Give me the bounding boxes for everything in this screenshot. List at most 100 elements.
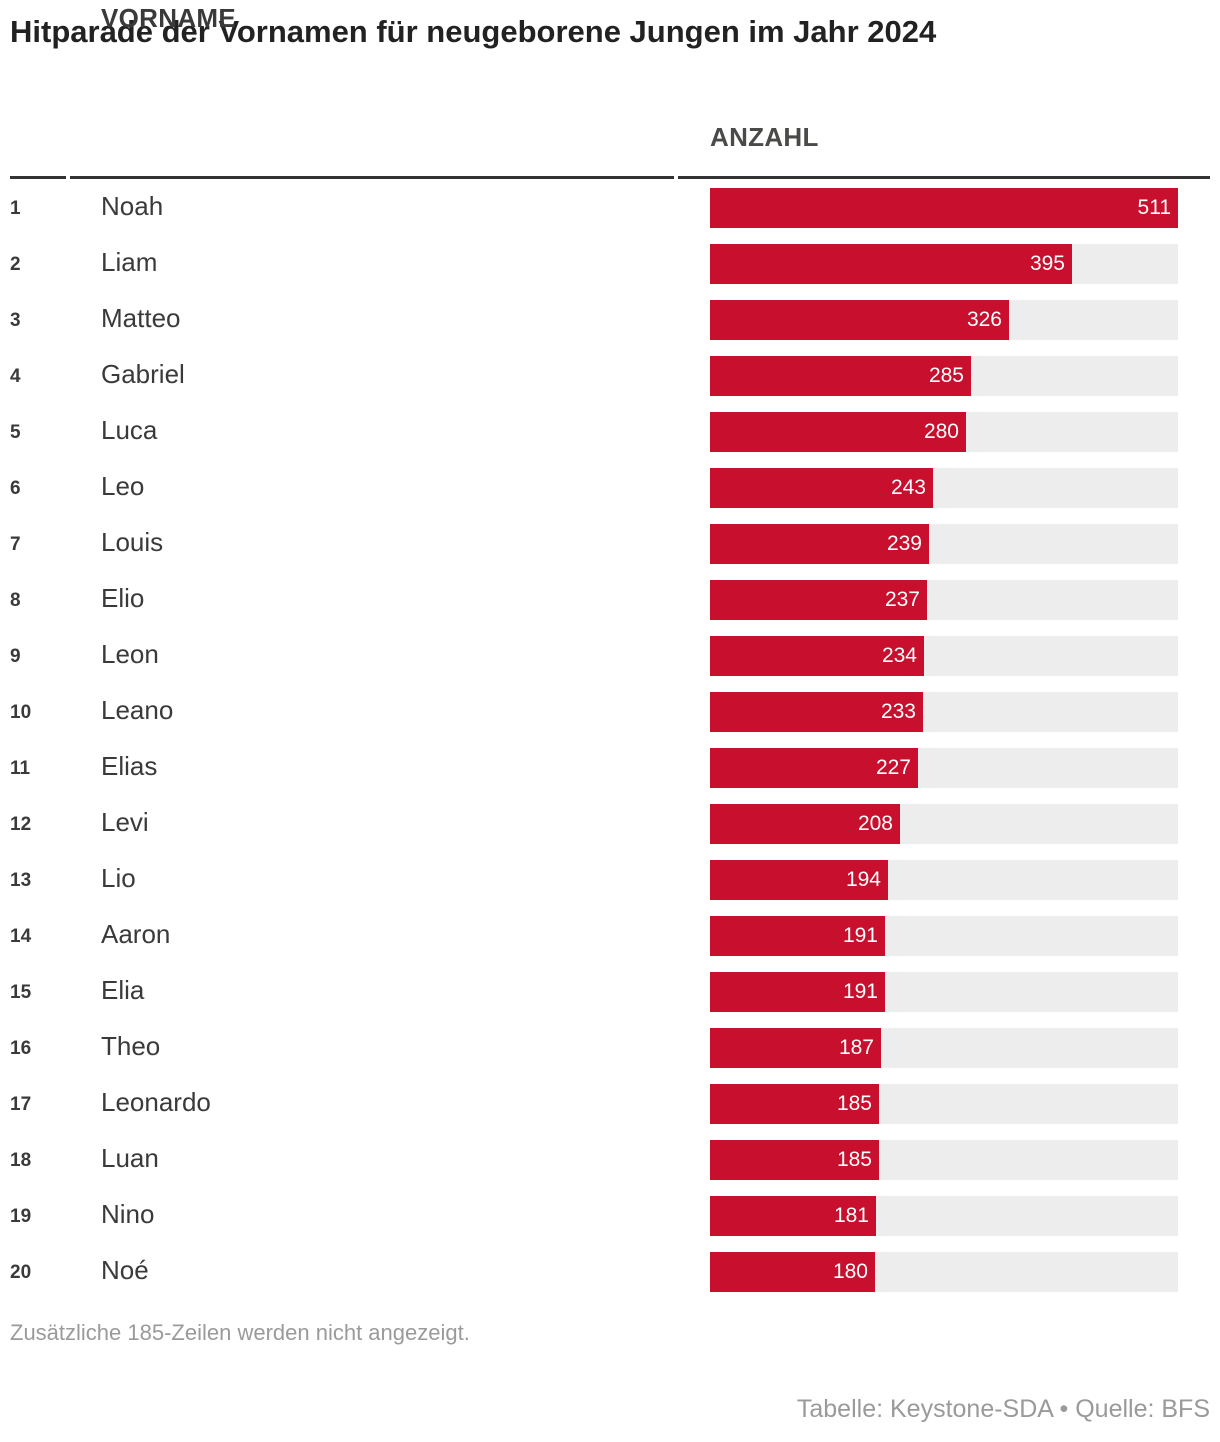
- table-row: 3 Matteo 326: [0, 300, 1220, 340]
- row-rank: 2: [10, 254, 21, 275]
- row-rank: 10: [10, 702, 32, 723]
- row-rank: 4: [10, 366, 21, 387]
- column-header-anzahl[interactable]: ANZAHL: [710, 122, 819, 152]
- column-header-vorname[interactable]: VORNAME: [101, 3, 236, 33]
- bar: 208: [710, 804, 900, 844]
- bar-track: 185: [710, 1084, 1178, 1124]
- row-rank: 18: [10, 1150, 32, 1171]
- row-name: Noah: [101, 191, 164, 221]
- bar: 285: [710, 356, 971, 396]
- row-name: Luan: [101, 1143, 159, 1173]
- footnote: Zusätzliche 185-Zeilen werden nicht ange…: [10, 1320, 470, 1345]
- bar-value-label: 280: [923, 420, 959, 443]
- bar: 234: [710, 636, 924, 676]
- bar-track: 180: [710, 1252, 1178, 1292]
- bar-value-label: 194: [845, 868, 881, 891]
- row-name: Louis: [101, 527, 164, 557]
- bar-value-label: 180: [832, 1260, 868, 1283]
- row-name: Elio: [101, 583, 145, 613]
- bar-track: 234: [710, 636, 1178, 676]
- table-row: 18 Luan 185: [0, 1140, 1220, 1180]
- bar-value-label: 187: [838, 1036, 874, 1059]
- table-row: 19 Nino 181: [0, 1196, 1220, 1236]
- row-name: Leonardo: [101, 1087, 211, 1117]
- bar: 185: [710, 1084, 879, 1124]
- row-rank: 14: [10, 926, 32, 947]
- row-name: Aaron: [101, 919, 171, 949]
- row-name: Elia: [101, 975, 145, 1005]
- bar-value-label: 208: [857, 812, 893, 835]
- bar-value-label: 185: [836, 1148, 872, 1171]
- row-name: Leano: [101, 695, 174, 725]
- row-rank: 20: [10, 1262, 32, 1283]
- row-rank: 6: [10, 478, 21, 499]
- bar: 395: [710, 244, 1072, 284]
- table-row: 16 Theo 187: [0, 1028, 1220, 1068]
- header-rule-name: [70, 176, 674, 179]
- row-rank: 16: [10, 1038, 32, 1059]
- row-rank: 11: [10, 758, 31, 779]
- bar: 233: [710, 692, 923, 732]
- bar-track: 237: [710, 580, 1178, 620]
- bar-value-label: 233: [880, 700, 916, 723]
- bar-track: 191: [710, 972, 1178, 1012]
- row-rank: 5: [10, 422, 21, 443]
- bar: 326: [710, 300, 1009, 340]
- bar-track: 243: [710, 468, 1178, 508]
- row-name: Gabriel: [101, 359, 185, 389]
- bar-track: 326: [710, 300, 1178, 340]
- table-row: 13 Lio 194: [0, 860, 1220, 900]
- bar-track: 191: [710, 916, 1178, 956]
- table-row: 8 Elio 237: [0, 580, 1220, 620]
- row-rank: 12: [10, 814, 32, 835]
- bar-track: 239: [710, 524, 1178, 564]
- table-row: 11 Elias 227: [0, 748, 1220, 788]
- header-rule-rank: [10, 176, 66, 179]
- bar: 185: [710, 1140, 879, 1180]
- table-row: 20 Noé 180: [0, 1252, 1220, 1292]
- row-rank: 7: [10, 534, 21, 555]
- bar-value-label: 239: [886, 532, 922, 555]
- row-name: Elias: [101, 751, 158, 781]
- bar: 181: [710, 1196, 876, 1236]
- row-name: Liam: [101, 247, 158, 277]
- row-name: Theo: [101, 1031, 161, 1061]
- bar-value-label: 191: [842, 924, 878, 947]
- table-row: 1 Noah 511: [0, 188, 1220, 228]
- bar-track: 233: [710, 692, 1178, 732]
- bar-track: 185: [710, 1140, 1178, 1180]
- bar-track: 285: [710, 356, 1178, 396]
- row-name: Nino: [101, 1199, 155, 1229]
- bar-value-label: 234: [881, 644, 917, 667]
- table-row: 17 Leonardo 185: [0, 1084, 1220, 1124]
- table-row: 6 Leo 243: [0, 468, 1220, 508]
- bar-track: 511: [710, 188, 1178, 228]
- row-rank: 15: [10, 982, 32, 1003]
- source-credit: Tabelle: Keystone-SDA • Quelle: BFS: [796, 1395, 1210, 1423]
- bar-value-label: 395: [1029, 252, 1065, 275]
- row-rank: 19: [10, 1206, 32, 1227]
- bar: 239: [710, 524, 929, 564]
- table-row: 5 Luca 280: [0, 412, 1220, 452]
- row-rank: 13: [10, 870, 32, 891]
- bar-track: 208: [710, 804, 1178, 844]
- row-name: Levi: [101, 807, 149, 837]
- bar: 180: [710, 1252, 875, 1292]
- row-rank: 3: [10, 310, 21, 331]
- table-row: 10 Leano 233: [0, 692, 1220, 732]
- bar: 187: [710, 1028, 881, 1068]
- bar: 227: [710, 748, 918, 788]
- bar-track: 227: [710, 748, 1178, 788]
- bar-value-label: 181: [833, 1204, 869, 1227]
- table-row: 2 Liam 395: [0, 244, 1220, 284]
- table-row: 7 Louis 239: [0, 524, 1220, 564]
- bar-value-label: 326: [966, 308, 1002, 331]
- row-name: Leon: [101, 639, 159, 669]
- row-name: Lio: [101, 863, 136, 893]
- bar: 280: [710, 412, 966, 452]
- table-row: 9 Leon 234: [0, 636, 1220, 676]
- bar-track: 194: [710, 860, 1178, 900]
- row-rank: 17: [10, 1094, 32, 1115]
- chart-title: Hitparade der Vornamen für neugeborene J…: [10, 14, 937, 49]
- bar: 194: [710, 860, 888, 900]
